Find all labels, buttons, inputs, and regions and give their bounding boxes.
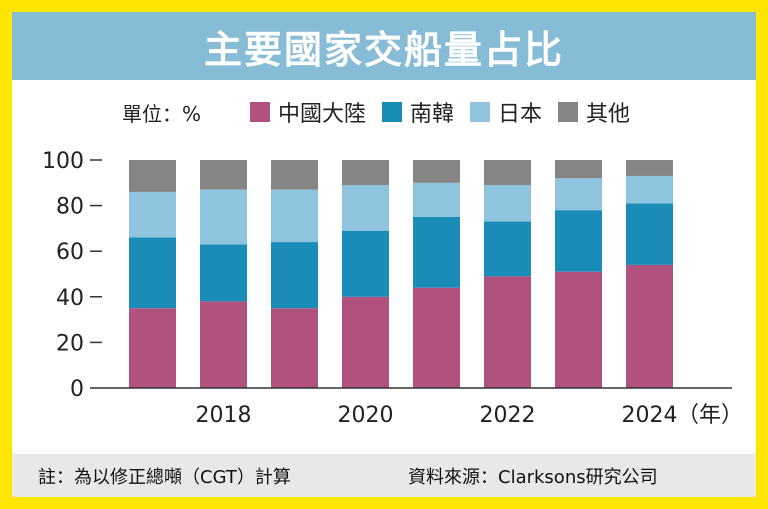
footer-source: 資料來源：Clarksons研究公司 [408, 463, 658, 489]
footer-note: 註：為以修正總噸（CGT）計算 [38, 463, 291, 489]
bar-segment [271, 242, 318, 308]
footer: 註：為以修正總噸（CGT）計算 資料來源：Clarksons研究公司 [12, 454, 756, 497]
bar-segment [271, 160, 318, 190]
y-tick-label: 80 [56, 195, 84, 220]
bar-segment [129, 192, 176, 238]
stacked-bar-chart: 0 20 40 60 80 100 2018 2020 2022 2024 （年） [12, 12, 756, 454]
bar-segment [626, 160, 673, 176]
x-unit-label: （年） [677, 403, 743, 428]
bar-segment [271, 308, 318, 388]
bar-segment [129, 160, 176, 192]
bar-segment [342, 185, 389, 231]
y-tick-label: 40 [56, 286, 84, 311]
y-tick-label: 60 [56, 240, 84, 265]
bar-segment [626, 265, 673, 388]
bar-segment [555, 272, 602, 388]
y-tick-label: 20 [56, 331, 84, 356]
x-tick-label: 2018 [196, 403, 252, 428]
bar-segment [342, 160, 389, 185]
bar-segment [200, 190, 247, 245]
bar-segment [129, 238, 176, 309]
bar-segment [555, 160, 602, 178]
bar-segment [200, 160, 247, 190]
bar-segment [484, 222, 531, 277]
y-tick-label: 100 [42, 149, 84, 174]
bar-segment [342, 231, 389, 297]
bar-segment [484, 160, 531, 185]
x-tick-label: 2022 [480, 403, 536, 428]
bar-segment [342, 297, 389, 388]
bar-segment [626, 203, 673, 265]
bar-segment [484, 276, 531, 388]
bar-segment [271, 190, 318, 242]
bar-segment [555, 210, 602, 272]
y-tick-label: 0 [70, 377, 84, 402]
bar-segment [484, 185, 531, 221]
x-tick-label: 2020 [338, 403, 394, 428]
bar-segment [129, 308, 176, 388]
bar-segment [413, 288, 460, 388]
bar-segment [413, 160, 460, 183]
bar-segment [413, 217, 460, 288]
bar-segment [413, 183, 460, 217]
chart-card: 主要國家交船量占比 單位：% 中國大陸 南韓 日本 其他 0 20 40 60 80 10… [12, 12, 756, 497]
bar-segment [555, 178, 602, 210]
bar-segment [626, 176, 673, 203]
bar-segment [200, 244, 247, 301]
bar-segment [200, 301, 247, 388]
x-tick-label: 2024 [622, 403, 678, 428]
